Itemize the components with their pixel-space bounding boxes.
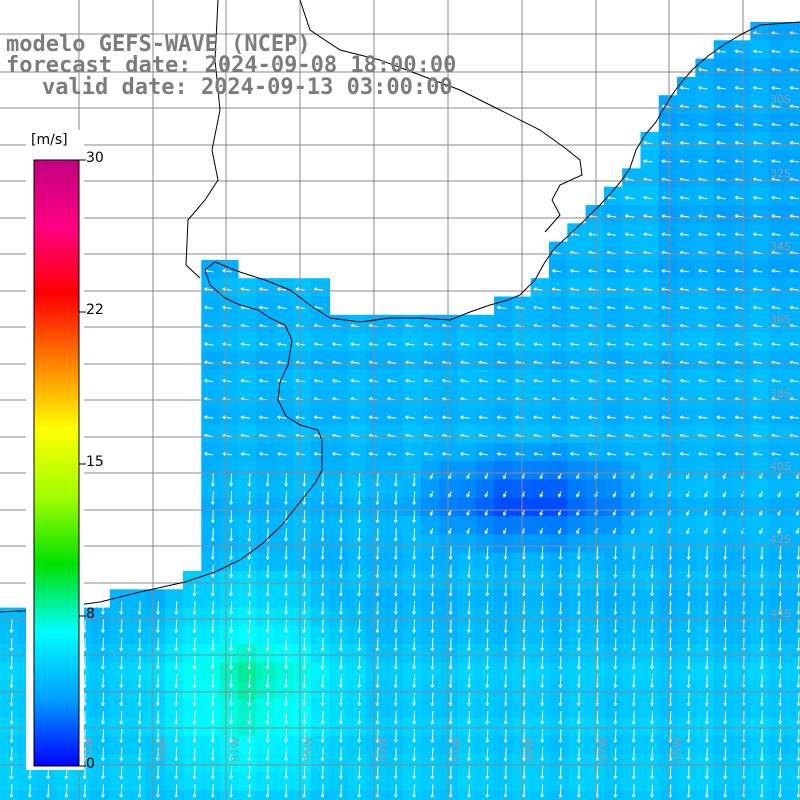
border-line xyxy=(185,0,221,279)
lat-label: 36S xyxy=(770,313,791,326)
valid-date-label: valid date: 2024-09-13 03:00:00 xyxy=(42,75,453,100)
colorbar-tick-22: 22 xyxy=(86,302,104,318)
lat-label: 38S xyxy=(770,387,791,400)
colorbar xyxy=(33,159,80,767)
colorbar-tick-8: 8 xyxy=(86,606,95,622)
colorbar-tick-15: 15 xyxy=(86,454,104,470)
lat-label: 40S xyxy=(770,460,791,473)
lon-label: 61W xyxy=(82,737,95,762)
lon-label: 57W xyxy=(229,737,242,762)
lat-label: 44S xyxy=(770,607,791,620)
lon-label: 59W xyxy=(156,737,169,762)
lon-label: 49W xyxy=(523,737,536,762)
coastline xyxy=(0,21,800,613)
lat-labels: 30S 32S 34S 36S 38S 40S 42S 44S xyxy=(770,93,791,620)
wind-speed-cells xyxy=(0,22,800,800)
lon-labels: 61W 59W 57W 55W 53W 51W 49W 47W 45W xyxy=(82,737,684,762)
lon-label: 47W xyxy=(597,737,610,762)
lon-label: 51W xyxy=(450,737,463,762)
border-line-2 xyxy=(299,0,583,233)
colorbar-tick-0: 0 xyxy=(86,756,95,772)
lat-label: 32S xyxy=(770,167,791,180)
lat-label: 30S xyxy=(770,93,791,106)
lon-label: 55W xyxy=(302,737,315,762)
lat-label: 42S xyxy=(770,533,791,546)
lon-label: 45W xyxy=(671,737,684,762)
colorbar-tick-30: 30 xyxy=(86,150,104,166)
model-title: modelo GEFS-WAVE (NCEP) xyxy=(6,32,311,57)
forecast-date-label: forecast date: 2024-09-08 18:00:00 xyxy=(6,53,457,78)
colorbar-unit: [m/s] xyxy=(30,132,69,148)
lat-label: 34S xyxy=(770,240,791,253)
lon-label: 53W xyxy=(376,737,389,762)
